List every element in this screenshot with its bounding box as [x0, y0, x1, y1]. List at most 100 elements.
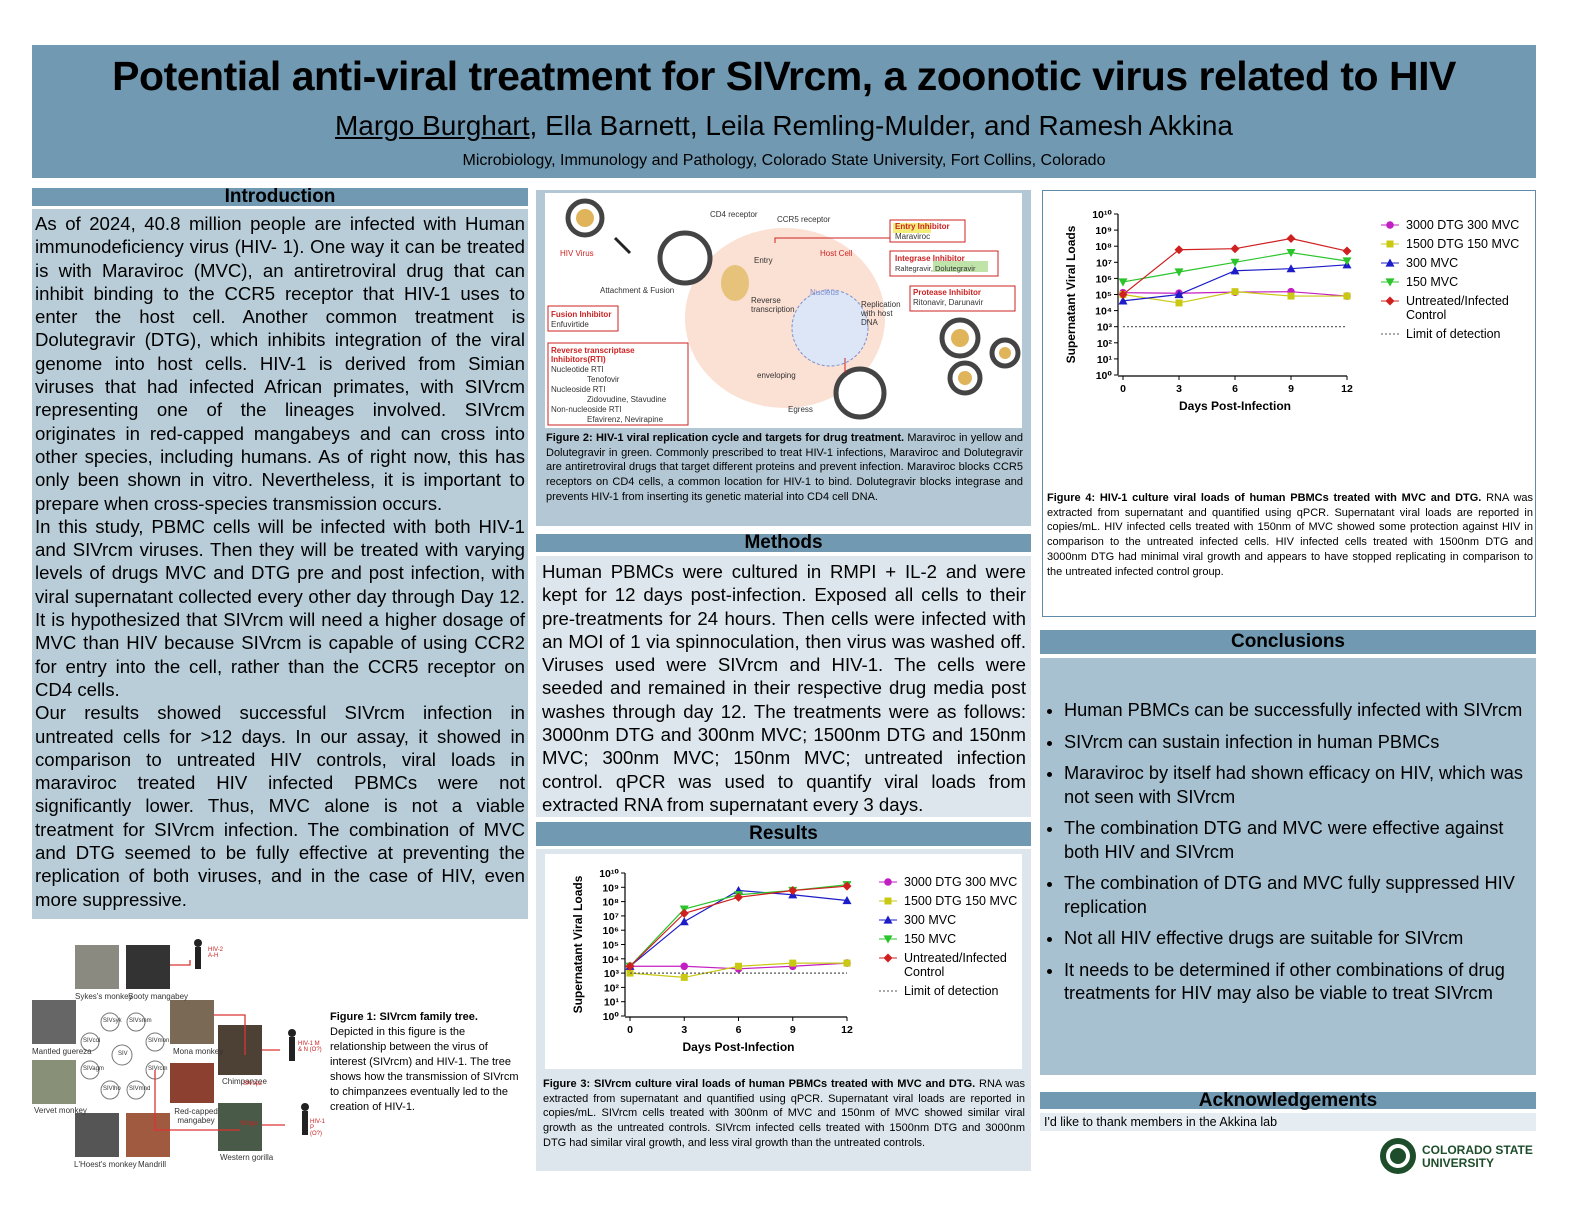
- x-tick-label: 12: [1341, 383, 1353, 395]
- y-tick-label: 10⁵: [1095, 290, 1112, 302]
- outcome-label: HIV-1 P (O?): [310, 1119, 326, 1137]
- presenting-author: Margo Burghart: [334, 110, 530, 141]
- node-label: SIVrcm: [148, 1066, 168, 1072]
- diagram-label: Efavirenz, Nevirapine: [587, 415, 664, 424]
- y-tick-label: 10⁴: [1095, 306, 1112, 318]
- diagram-label: Attachment & Fusion: [600, 286, 675, 295]
- affiliation: Microbiology, Immunology and Pathology, …: [462, 152, 1106, 169]
- diagram-label: Protease Inhibitor: [913, 288, 982, 297]
- legend-entry: Limit of detection: [878, 984, 1018, 998]
- legend-entry: Limit of detection: [1380, 327, 1530, 341]
- marker: [679, 908, 689, 918]
- legend-entry: 300 MVC: [1380, 256, 1530, 270]
- section-heading: Acknowledgements: [1040, 1091, 1536, 1110]
- x-tick-label: 9: [790, 1024, 796, 1036]
- legend: 3000 DTG 300 MVC 1500 DTG 150 MVC 300 MVC 1…: [878, 875, 1018, 1003]
- marker: [1286, 264, 1296, 273]
- paragraph: Our results showed successful SIVrcm inf…: [35, 702, 525, 910]
- paragraph: In this study, PBMC cells will be infect…: [35, 515, 525, 700]
- y-tick-label: 10³: [604, 968, 620, 980]
- marker: [1174, 245, 1184, 255]
- marker: [734, 892, 743, 902]
- diagram-label: Nucleotide RTI: [551, 365, 604, 374]
- marker: [1343, 292, 1351, 300]
- marker: [1286, 234, 1296, 244]
- caption-title: Figure 4: HIV-1 culture viral loads of h…: [1047, 492, 1482, 504]
- species-label: Western gorilla: [220, 1153, 274, 1162]
- y-tick-label: 10⁶: [1095, 273, 1112, 285]
- marker: [842, 881, 852, 891]
- legend-label: Untreated/Infected Control: [1406, 294, 1509, 322]
- legend-entry: 1500 DTG 150 MVC: [878, 894, 1018, 908]
- y-tick-label: 10²: [604, 982, 620, 994]
- diagram-label: Egress: [788, 405, 813, 414]
- legend-entry: Untreated/Infected Control: [1380, 294, 1530, 322]
- family-tree-figure: Sykes's monkey Sooty mangabey Mantled gu…: [30, 935, 325, 1170]
- legend-entry: 150 MVC: [878, 932, 1018, 946]
- y-tick-label: 10⁸: [1095, 241, 1112, 253]
- marker: [735, 962, 742, 970]
- title: Potential anti-viral treatment for SIVrc…: [112, 53, 1456, 99]
- x-axis-label: Days Post-Infection: [682, 1040, 794, 1054]
- marker: [1231, 288, 1239, 296]
- y-tick-label: 10²: [1097, 338, 1113, 350]
- legend-icon: [1381, 333, 1399, 335]
- x-tick-label: 0: [627, 1024, 633, 1036]
- y-axis-label: Supernatant Viral Loads: [571, 875, 585, 1013]
- diagram-label: HIV Virus: [560, 249, 594, 258]
- node-label: SIV: [118, 1051, 128, 1057]
- marker: [788, 885, 798, 895]
- diagram-label: Maraviroc: [895, 232, 931, 241]
- intro-box: As of 2024, 40.8 million people are infe…: [32, 209, 528, 919]
- caption-title: Figure 2: HIV-1 viral replication cycle …: [546, 432, 905, 444]
- marker: [789, 959, 797, 967]
- legend-label: Untreated/Infected Control: [904, 951, 1007, 979]
- y-tick-label: 10⁵: [602, 940, 619, 952]
- marker: [883, 915, 893, 924]
- diagram-label: Raltegravir, Dolutegravir: [895, 264, 976, 273]
- legend-label: Limit of detection: [904, 984, 999, 998]
- marker: [883, 953, 893, 963]
- legend-label: 3000 DTG 300 MVC: [904, 875, 1018, 889]
- figure-caption: Figure 3: SIVrcm culture viral loads of …: [543, 1077, 1025, 1151]
- diagram-label: Zidovudine, Stavudine: [587, 395, 667, 404]
- marker: [883, 935, 893, 944]
- species-label: Mona monkey: [173, 1047, 224, 1056]
- y-tick-label: 10¹⁰: [599, 868, 619, 880]
- marker: [625, 961, 635, 971]
- diagram-label: Reverse transcriptase Inhibitors(RTI): [551, 346, 635, 364]
- section-heading: Introduction: [32, 187, 528, 206]
- node-label: SIVagm: [83, 1066, 104, 1072]
- diagram-label: Reverse transcription: [751, 296, 795, 314]
- figure-caption: Figure 1: SIVrcm family tree. Depicted in…: [330, 1010, 522, 1115]
- caption-title: Figure 3: SIVrcm culture viral loads of …: [543, 1078, 976, 1090]
- y-tick-label: 10⁹: [1095, 225, 1112, 237]
- legend-label: 300 MVC: [904, 913, 957, 927]
- diagram-label: Fusion Inhibitor: [551, 310, 612, 319]
- marker: [1385, 296, 1395, 306]
- legend-icon: [879, 935, 897, 944]
- marker: [1230, 244, 1240, 254]
- figure-caption: Figure 4: HIV-1 culture viral loads of h…: [1047, 491, 1533, 579]
- caption-title: Figure 1: SIVrcm family tree.: [330, 1011, 478, 1023]
- diagram-label: enveloping: [757, 371, 796, 380]
- y-tick-label: 10⁸: [602, 897, 619, 909]
- conclusion-item: The combination DTG and MVC were effecti…: [1064, 817, 1528, 864]
- diagram-label: CD4 receptor: [710, 210, 758, 219]
- conclusion-list: Human PBMCs can be successfully infected…: [1040, 699, 1528, 1006]
- diagram-label: Enfuvirtide: [551, 320, 589, 329]
- conclusions-box: Human PBMCs can be successfully infected…: [1040, 658, 1536, 1075]
- logo-line: COLORADO STATE: [1422, 1143, 1533, 1157]
- y-tick-label: 10⁷: [1096, 257, 1112, 269]
- y-tick-label: 10⁰: [1096, 370, 1113, 382]
- marker: [842, 895, 852, 905]
- conclusion-item: The combination of DTG and MVC fully sup…: [1064, 872, 1528, 919]
- chart: 10⁰ 10¹ 10² 10³ 10⁴ 10⁵ 10⁶ 10⁷ 10⁸ 10⁹ 10¹⁰ 0 3 6 9 12…: [1064, 209, 1353, 413]
- paragraph: As of 2024, 40.8 million people are infe…: [35, 213, 525, 514]
- x-tick-label: 9: [1288, 383, 1294, 395]
- other-authors: , Ella Barnett, Leila Remling-Mulder, an…: [529, 110, 1233, 141]
- conclusion-item: Maraviroc by itself had shown efficacy o…: [1064, 762, 1528, 809]
- legend-icon: [1381, 278, 1399, 287]
- conclusion-item: Not all HIV effective drugs are suitable…: [1064, 927, 1528, 951]
- legend-label: 1500 DTG 150 MVC: [1406, 237, 1520, 251]
